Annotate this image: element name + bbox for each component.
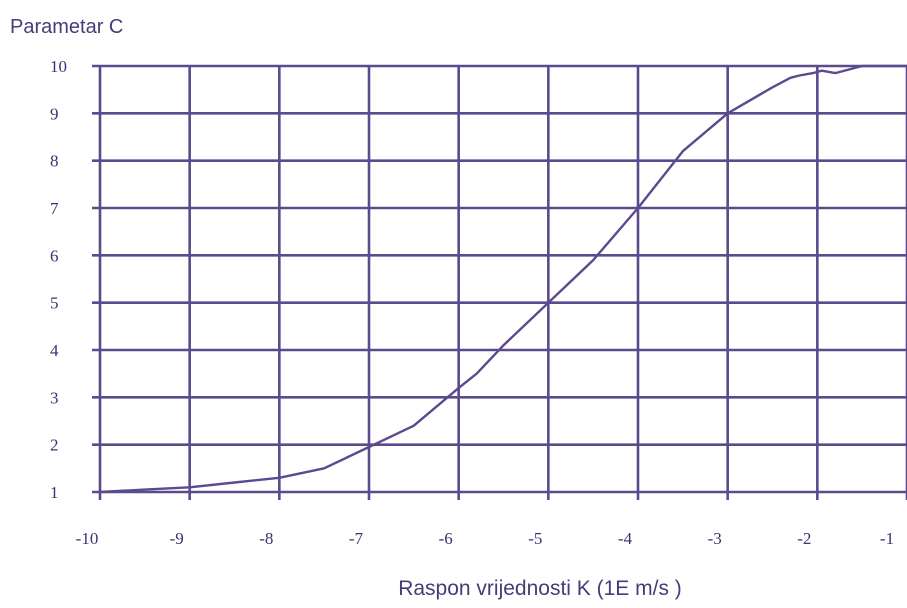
x-tick-label-6: -4 xyxy=(618,529,633,548)
y-tick-label-7: 8 xyxy=(50,152,59,171)
x-tick-label-5: -5 xyxy=(528,529,542,548)
grid xyxy=(92,64,907,500)
y-tick-labels: 1 2 3 4 5 6 7 8 9 10 xyxy=(50,57,67,502)
y-tick-label-6: 7 xyxy=(50,199,59,218)
y-tick-label-1: 2 xyxy=(50,436,59,455)
y-tick-label-8: 9 xyxy=(50,104,59,123)
x-tick-label-4: -6 xyxy=(439,529,453,548)
y-axis-label: Parametar C xyxy=(10,16,123,38)
x-tick-label-7: -3 xyxy=(708,529,722,548)
x-tick-label-0: -10 xyxy=(76,529,99,548)
series-line xyxy=(99,64,907,494)
x-tick-label-1: -9 xyxy=(170,529,184,548)
y-tick-label-5: 6 xyxy=(50,246,59,265)
y-tick-label-9: 10 xyxy=(50,57,67,76)
x-tick-label-9: -1 xyxy=(880,529,894,548)
y-tick-label-4: 5 xyxy=(50,294,59,313)
y-tick-label-2: 3 xyxy=(50,388,59,407)
x-tick-label-2: -8 xyxy=(259,529,273,548)
x-tick-label-3: -7 xyxy=(349,529,364,548)
x-tick-label-8: -2 xyxy=(797,529,811,548)
y-tick-label-0: 1 xyxy=(50,483,59,502)
x-axis-label: Raspon vrijednosti K (1E m/s ) xyxy=(398,577,682,600)
x-tick-labels: -10 -9 -8 -7 -6 -5 -4 -3 -2 -1 xyxy=(76,529,894,548)
y-tick-label-3: 4 xyxy=(50,341,59,360)
